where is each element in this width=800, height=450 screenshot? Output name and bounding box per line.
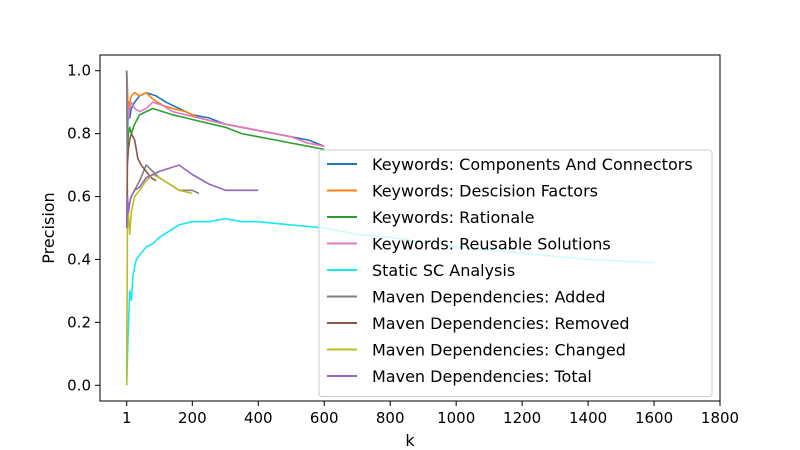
series-line-5: [125, 70, 200, 214]
x-tick-label: 1400: [569, 409, 607, 427]
x-tick-label: 800: [376, 409, 405, 427]
x-tick-label: 1: [122, 409, 132, 427]
legend-box: [318, 149, 713, 397]
legend-entry: Keywords: Descision Factors: [372, 182, 598, 201]
series-line-0: [125, 70, 325, 147]
legend-entry: Keywords: Reusable Solutions: [372, 235, 611, 254]
y-tick-label: 0.4: [67, 250, 91, 268]
series-line-7: [125, 173, 193, 386]
series-line-2: [125, 70, 325, 151]
y-tick-label: 1.0: [67, 62, 91, 80]
series-line-3: [125, 70, 325, 147]
y-tick-label: 0.2: [67, 313, 91, 331]
y-tick-label: 0.0: [67, 376, 91, 394]
series-line-8: [125, 164, 259, 229]
legend-entry: Maven Dependencies: Removed: [372, 314, 630, 333]
x-tick-label: 1000: [437, 409, 475, 427]
legend-entry: Maven Dependencies: Added: [372, 288, 605, 307]
series-line-6: [125, 132, 157, 229]
plot-frame: [99, 54, 721, 402]
y-axis-ticks: 0.0 0.2 0.4 0.6 0.8 1.0: [67, 62, 100, 394]
legend-entry: Static SC Analysis: [372, 261, 515, 280]
legend-entry: Maven Dependencies: Changed: [372, 341, 626, 360]
legend: Keywords: Components And Connectors Keywo…: [318, 149, 713, 397]
y-axis-label: Precision: [39, 192, 58, 263]
x-tick-label: 600: [310, 409, 339, 427]
x-tick-label: 1600: [635, 409, 673, 427]
y-tick-label: 0.6: [67, 188, 91, 206]
legend-entry: Keywords: Rationale: [372, 208, 534, 227]
series-line-1: [125, 70, 325, 147]
x-tick-label: 400: [244, 409, 273, 427]
legend-entry: Keywords: Components And Connectors: [372, 155, 693, 174]
x-axis-ticks: 1 200 400 600 800 1000 1200 1400 1600 1800: [122, 401, 739, 427]
x-tick-label: 200: [178, 409, 207, 427]
y-tick-label: 0.8: [67, 125, 91, 143]
x-tick-label: 1200: [503, 409, 541, 427]
x-axis-label: k: [405, 431, 415, 450]
x-tick-label: 1800: [701, 409, 739, 427]
legend-entry: Maven Dependencies: Total: [372, 367, 592, 386]
